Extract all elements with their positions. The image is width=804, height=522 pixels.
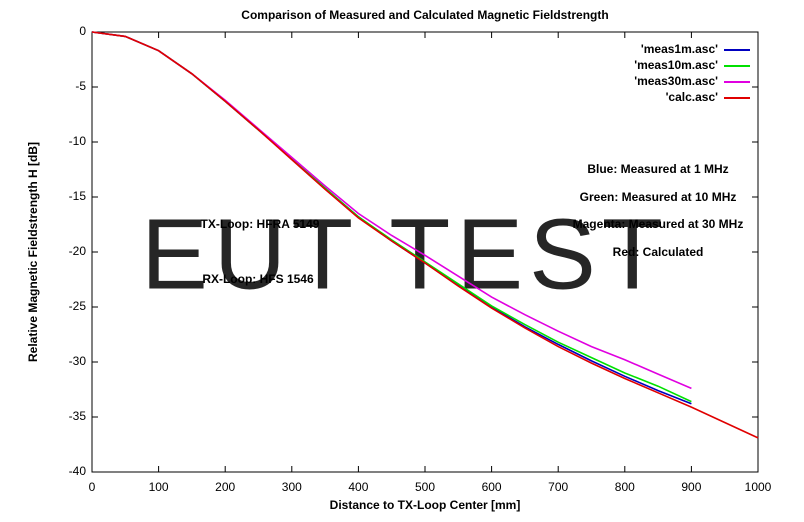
y-tick-label: -20	[69, 244, 87, 258]
y-tick-label: -25	[69, 299, 87, 313]
x-tick-label: 0	[89, 480, 96, 494]
watermark: EUT TEST	[141, 198, 669, 310]
x-tick-label: 900	[681, 480, 701, 494]
y-tick-label: -30	[69, 354, 87, 368]
x-tick-label: 1000	[745, 480, 772, 494]
x-tick-label: 500	[415, 480, 435, 494]
x-tick-label: 700	[548, 480, 568, 494]
chart-title: Comparison of Measured and Calculated Ma…	[241, 8, 608, 22]
x-axis-label: Distance to TX-Loop Center [mm]	[330, 498, 521, 512]
annotation: Magenta: Measured at 30 MHz	[573, 217, 744, 231]
y-tick-label: -10	[69, 134, 87, 148]
x-tick-label: 100	[149, 480, 169, 494]
legend-label: 'calc.asc'	[666, 90, 719, 104]
y-axis-label: Relative Magnetic Fieldstrength H [dB]	[26, 142, 40, 362]
legend-label: 'meas1m.asc'	[641, 42, 718, 56]
x-tick-label: 200	[215, 480, 235, 494]
x-tick-label: 600	[482, 480, 502, 494]
legend-label: 'meas10m.asc'	[634, 58, 718, 72]
y-tick-label: 0	[79, 24, 86, 38]
data-line	[91, 31, 759, 439]
y-tick-label: -40	[69, 464, 87, 478]
x-tick-label: 800	[615, 480, 635, 494]
annotation: Green: Measured at 10 MHz	[580, 190, 737, 204]
annotation: Red: Calculated	[613, 245, 704, 259]
y-tick-label: -35	[69, 409, 87, 423]
x-tick-label: 400	[348, 480, 368, 494]
y-tick-label: -15	[69, 189, 87, 203]
y-tick-label: -5	[75, 79, 86, 93]
legend-label: 'meas30m.asc'	[634, 74, 718, 88]
annotation: Blue: Measured at 1 MHz	[587, 162, 728, 176]
annotation: TX-Loop: HFRA 5149	[201, 217, 320, 231]
x-tick-label: 300	[282, 480, 302, 494]
annotation: RX-Loop: HFS 1546	[202, 272, 314, 286]
